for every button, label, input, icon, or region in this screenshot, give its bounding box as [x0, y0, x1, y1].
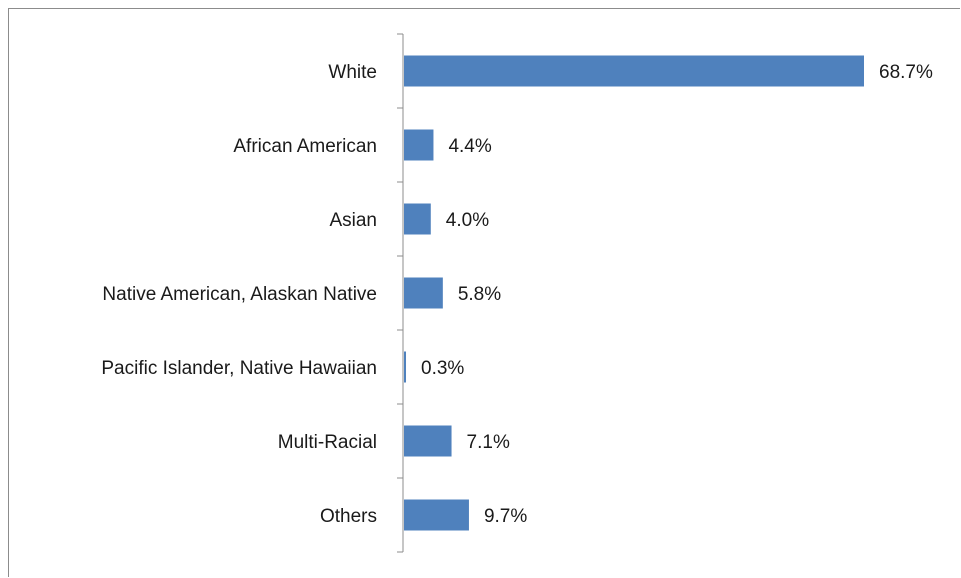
category-label: Others	[320, 506, 377, 527]
data-label: 7.1%	[467, 432, 510, 453]
data-label: 0.3%	[421, 358, 464, 379]
labels-layer: White 68.7% African American 4.4% Asian 4.0% N…	[101, 62, 933, 527]
category-label: Multi-Racial	[278, 432, 377, 453]
chart-frame	[8, 8, 960, 577]
bar-0	[404, 55, 864, 87]
bar-1	[404, 129, 434, 161]
category-label: Asian	[329, 210, 377, 231]
data-label: 4.4%	[448, 136, 491, 157]
bar-3	[404, 277, 443, 309]
category-label: Pacific Islander, Native Hawaiian	[101, 358, 377, 379]
data-label: 4.0%	[446, 210, 489, 231]
data-label: 5.8%	[458, 284, 501, 305]
bar-5	[404, 425, 452, 457]
category-label: White	[328, 62, 377, 83]
category-axis	[397, 33, 404, 553]
bar-4	[404, 351, 407, 383]
category-label: Native American, Alaskan Native	[102, 284, 377, 305]
bar-6	[404, 499, 469, 531]
bars-layer	[404, 55, 864, 531]
data-label: 9.7%	[484, 506, 527, 527]
category-label: African American	[233, 136, 377, 157]
data-label: 68.7%	[879, 62, 933, 83]
bar-2	[404, 203, 431, 235]
